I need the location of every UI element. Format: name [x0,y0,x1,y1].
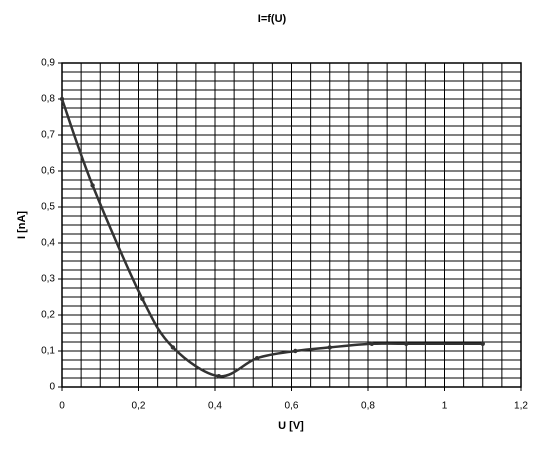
point [59,96,65,102]
y-tick-label: 0,6 [41,166,55,177]
x-tick-label: 0,8 [361,401,375,412]
chart-title: I=f(U) [258,13,287,25]
x-tick-label: 1 [442,401,448,412]
point [170,345,176,350]
point [327,345,332,350]
point [254,356,260,361]
y-tick-label: 0,2 [41,310,55,321]
point [480,341,485,346]
point [140,296,145,301]
plot-frame [61,62,522,388]
y-tick-label: 0,4 [41,238,55,249]
point [369,341,375,346]
y-tick-label: 0,5 [41,202,55,213]
x-tick-label: 0 [59,401,65,412]
y-tick-label: 0,7 [41,130,55,141]
point [293,348,298,354]
y-tick-label: 0 [49,382,55,393]
x-tick-label: 0,6 [285,401,299,412]
y-tick-label: 0,1 [41,346,55,357]
x-axis-label: U [V] [278,420,304,432]
series-line [60,98,483,378]
y-tick-label: 0,3 [41,274,55,285]
y-axis-label: I [nA] [16,211,28,239]
y-tick-label: 0,9 [41,58,55,69]
x-tick-label: 1,2 [514,401,528,412]
x-tick-label: 0,4 [208,401,222,412]
point [404,341,409,346]
y-tick-label: 0,8 [41,94,55,105]
point [216,374,222,379]
point [90,183,95,188]
x-tick-label: 0,2 [132,401,146,412]
